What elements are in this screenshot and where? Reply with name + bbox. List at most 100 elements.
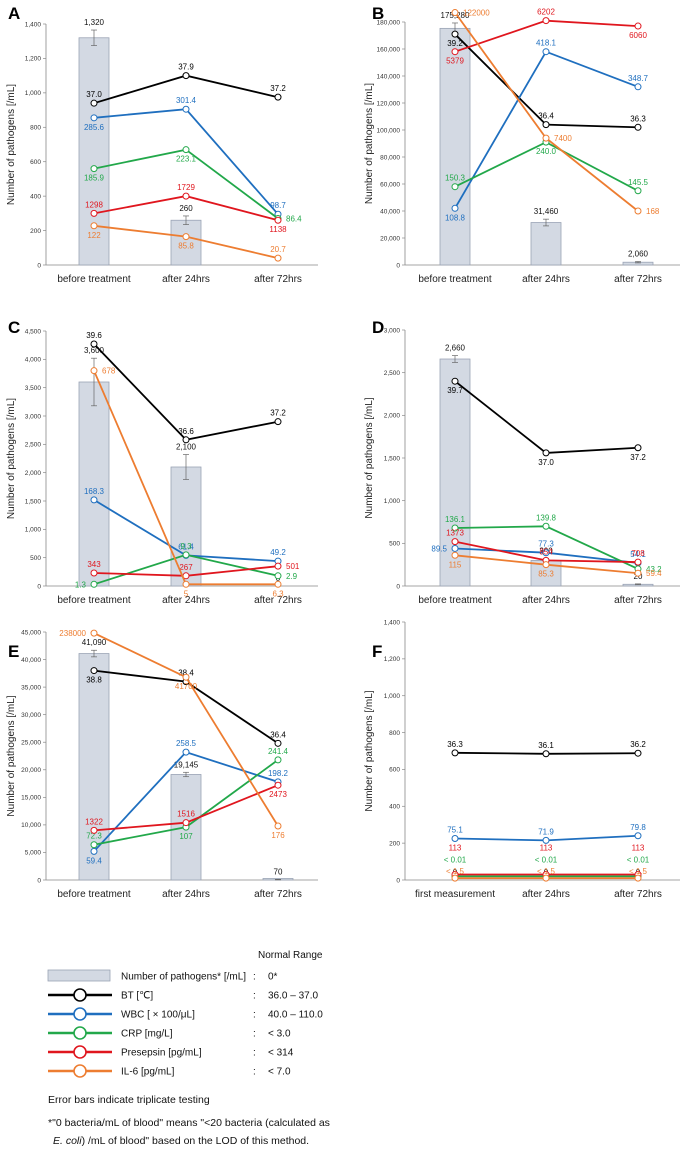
legend-swatch-marker — [73, 1064, 87, 1078]
series-value-label: 75.1 — [447, 826, 463, 835]
series-value-label: 61.4 — [178, 542, 194, 551]
series-value-label: 678 — [102, 367, 116, 376]
y-tick-label: 600 — [30, 159, 41, 166]
series-value-label: 122 — [87, 231, 101, 240]
series-point-bt — [451, 30, 459, 38]
series-point-il6 — [274, 580, 282, 588]
x-category-label: after 72hrs — [614, 274, 662, 285]
series-value-label: 39.7 — [447, 386, 463, 395]
series-point-crp — [90, 580, 98, 588]
series-value-label: 77.3 — [538, 540, 554, 549]
note-lod-line2: E. coli) /mL of blood" based on the LOD … — [53, 1135, 309, 1147]
x-category-label: after 72hrs — [614, 889, 662, 900]
series-point-wbc — [542, 549, 550, 557]
y-tick-label: 140,000 — [377, 73, 401, 80]
series-point-presepsin — [542, 17, 550, 25]
x-category-label: after 24hrs — [522, 274, 570, 285]
series-value-label: 37.2 — [270, 84, 286, 93]
x-category-label: after 24hrs — [522, 889, 570, 900]
series-point-il6 — [182, 673, 190, 681]
y-tick-label: 15,000 — [21, 795, 41, 802]
series-point-crp — [542, 522, 550, 530]
legend-label: Presepsin [pg/mL] — [121, 1048, 202, 1059]
series-point-presepsin — [634, 22, 642, 30]
series-value-label: 168 — [646, 207, 660, 216]
series-point-crp — [634, 187, 642, 195]
series-value-label: 6202 — [537, 8, 555, 17]
legend-separator: : — [253, 991, 256, 1002]
series-value-label: 43.2 — [646, 565, 662, 574]
bar-value-label: 2,060 — [628, 250, 649, 259]
series-value-label: 113 — [540, 843, 553, 852]
bar-value-label: 31,460 — [534, 207, 559, 216]
series-point-bt — [90, 667, 98, 675]
legend-range: 0* — [268, 972, 278, 983]
y-tick-label: 1,200 — [25, 56, 42, 63]
series-point-wbc — [182, 748, 190, 756]
series-value-label: 85.3 — [538, 570, 554, 579]
series-point-bt — [182, 436, 190, 444]
series-value-label: 1322 — [85, 817, 103, 826]
series-value-label: 113 — [632, 843, 645, 852]
series-point-il6 — [451, 9, 459, 17]
series-point-il6 — [634, 569, 642, 577]
y-tick-label: 800 — [30, 125, 41, 132]
series-value-label: 36.4 — [538, 112, 554, 121]
series-point-bt — [451, 749, 459, 757]
series-point-wbc — [542, 836, 550, 844]
chart-panel-a: A 0 200 400 600 800 1,000 1,200 1,400 Number of p… — [6, 4, 318, 285]
series-value-label: 150.3 — [445, 174, 466, 183]
series-value-label: 36.2 — [630, 740, 646, 749]
y-axis-label: Number of pathogens [/mL] — [364, 690, 375, 811]
series-value-label: 37.2 — [630, 453, 646, 462]
series-value-label: 185.9 — [84, 174, 105, 183]
y-tick-label: 2,000 — [25, 470, 42, 477]
series-value-label: 348.7 — [628, 74, 649, 83]
bar-value-label: 70 — [274, 867, 283, 876]
series-value-label: 168.3 — [84, 487, 105, 496]
y-tick-label: 25,000 — [21, 740, 41, 747]
chart-panel-f: F 0 200 400 600 800 1,000 1,200 1,400 Number of p… — [364, 619, 680, 900]
series-point-il6 — [634, 874, 642, 882]
series-value-label: 343 — [87, 560, 101, 569]
y-tick-label: 10,000 — [21, 822, 41, 829]
series-value-label: 2473 — [269, 790, 287, 799]
y-tick-label: 5,000 — [25, 850, 42, 857]
x-category-label: after 72hrs — [254, 889, 302, 900]
y-tick-label: 0 — [37, 877, 41, 884]
series-value-label: 223.1 — [176, 155, 197, 164]
series-value-label: 122000 — [463, 9, 490, 18]
panel-letter: F — [372, 642, 382, 661]
series-point-crp — [90, 165, 98, 173]
bar-value-label: 19,145 — [174, 760, 199, 769]
y-tick-label: 1,000 — [25, 90, 42, 97]
y-tick-label: 4,000 — [25, 357, 42, 364]
series-value-label: 54.1 — [630, 550, 646, 559]
series-value-label: 37.0 — [86, 90, 102, 99]
series-value-label: 301.4 — [176, 96, 197, 105]
legend-label: IL-6 [pg/mL] — [121, 1067, 175, 1078]
series-point-bt — [451, 377, 459, 385]
series-point-bt — [542, 750, 550, 758]
series-value-label: 72.3 — [86, 832, 102, 841]
series-point-bt — [274, 418, 282, 426]
chart-panel-b: B 0 20,000 40,000 60,000 80,000 100,000 120,000… — [364, 4, 680, 285]
y-tick-label: 20,000 — [380, 235, 400, 242]
y-tick-label: 4,500 — [25, 328, 42, 335]
series-point-bt — [90, 340, 98, 348]
panel-letter: A — [8, 4, 20, 23]
y-tick-label: 200 — [389, 840, 400, 847]
y-tick-label: 500 — [30, 555, 41, 562]
series-point-presepsin — [90, 209, 98, 217]
y-tick-label: 45,000 — [21, 629, 41, 636]
series-point-wbc — [90, 847, 98, 855]
y-tick-label: 500 — [389, 541, 400, 548]
legend-swatch-marker — [73, 988, 87, 1002]
x-category-label: before treatment — [418, 274, 492, 285]
y-tick-label: 100,000 — [377, 127, 401, 134]
y-tick-label: 1,500 — [384, 455, 401, 462]
series-point-presepsin — [90, 569, 98, 577]
series-value-label: 41700 — [175, 682, 198, 691]
y-tick-label: 0 — [396, 262, 400, 269]
series-point-crp — [182, 146, 190, 154]
